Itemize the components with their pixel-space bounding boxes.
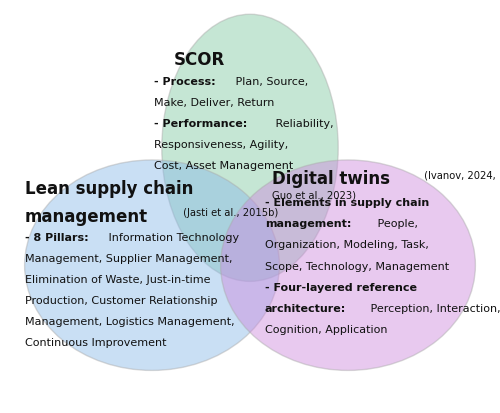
Text: management: management (24, 208, 148, 226)
Text: - Elements in supply chain: - Elements in supply chain (264, 198, 429, 209)
Text: Information Technology: Information Technology (105, 233, 239, 243)
Ellipse shape (24, 160, 280, 370)
Text: Elimination of Waste, Just-in-time: Elimination of Waste, Just-in-time (24, 275, 210, 285)
Text: Plan, Source,: Plan, Source, (232, 77, 308, 87)
Text: People,: People, (374, 219, 418, 230)
Text: Scope, Technology, Management: Scope, Technology, Management (264, 261, 449, 271)
Text: Management, Logistics Management,: Management, Logistics Management, (24, 317, 234, 327)
Text: - Performance:: - Performance: (154, 119, 248, 129)
Text: Continuous Improvement: Continuous Improvement (24, 338, 166, 348)
Text: Cost, Asset Management: Cost, Asset Management (154, 161, 294, 171)
Text: Responsiveness, Agility,: Responsiveness, Agility, (154, 140, 288, 150)
Text: - Process:: - Process: (154, 77, 216, 87)
Text: Reliability,: Reliability, (272, 119, 334, 129)
Text: Organization, Modeling, Task,: Organization, Modeling, Task, (264, 240, 428, 251)
Text: management: management (24, 208, 148, 226)
Text: Cognition, Application: Cognition, Application (264, 325, 387, 335)
Text: - 8 Pillars:: - 8 Pillars: (24, 233, 88, 243)
Ellipse shape (220, 160, 476, 370)
Text: (Ivanov, 2024,: (Ivanov, 2024, (422, 170, 496, 180)
Text: Lean supply chain: Lean supply chain (24, 180, 193, 198)
Text: Management, Supplier Management,: Management, Supplier Management, (24, 254, 232, 264)
Text: (Jasti et al., 2015b): (Jasti et al., 2015b) (180, 208, 278, 218)
Text: Guo et al., 2023): Guo et al., 2023) (272, 190, 356, 200)
Text: Digital twins: Digital twins (272, 170, 390, 188)
Text: management:: management: (264, 219, 351, 230)
Text: Production, Customer Relationship: Production, Customer Relationship (24, 296, 217, 306)
Text: - Four-layered reference: - Four-layered reference (264, 282, 416, 292)
Text: Perception, Interaction,: Perception, Interaction, (368, 304, 500, 313)
Ellipse shape (162, 14, 338, 281)
Text: SCOR: SCOR (174, 51, 226, 69)
Text: Make, Deliver, Return: Make, Deliver, Return (154, 98, 275, 108)
Text: architecture:: architecture: (264, 304, 346, 313)
Text: Digital twins: Digital twins (272, 170, 390, 188)
